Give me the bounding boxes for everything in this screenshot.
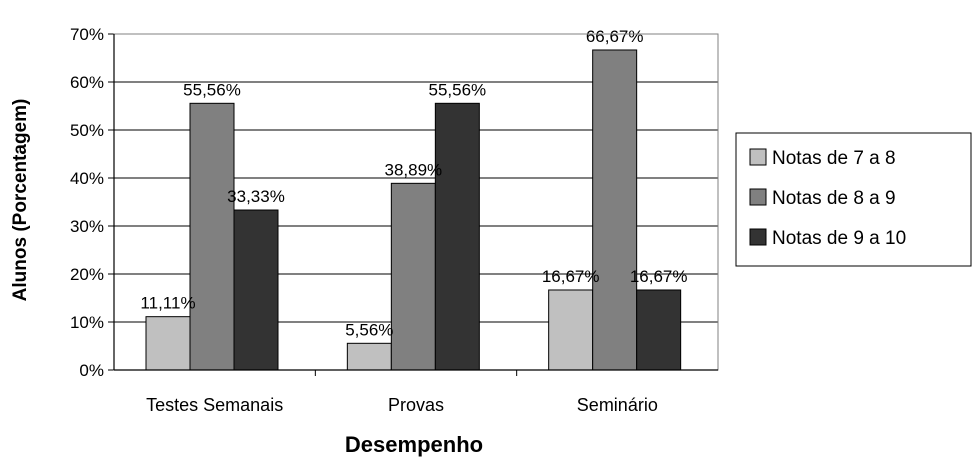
legend-box: [735, 132, 972, 267]
bar: [145, 316, 191, 371]
legend-label: Notas de 7 a 8: [772, 148, 896, 169]
y-tick-label: 40%: [70, 169, 104, 188]
y-tick-label: 0%: [79, 361, 104, 380]
bar: [346, 342, 392, 371]
bar: [548, 289, 594, 371]
bars: [145, 49, 682, 371]
data-label: 11,11%: [140, 294, 195, 313]
bar: [592, 49, 638, 371]
y-axis-title: Alunos (Porcentagem): [10, 99, 31, 302]
x-axis-title: Desempenho: [345, 432, 483, 457]
bar: [233, 209, 279, 371]
bar: [636, 289, 682, 371]
legend-swatch: [749, 228, 767, 246]
bar: [390, 182, 436, 371]
data-label: 33,33%: [227, 187, 285, 206]
legend-label: Notas de 9 a 10: [772, 228, 906, 249]
x-category-label: Seminário: [577, 395, 658, 415]
y-tick-label: 30%: [70, 217, 104, 236]
data-label: 16,67%: [630, 267, 688, 286]
y-tick-label: 60%: [70, 73, 104, 92]
data-labels: 11,11% 55,56% 33,33% 5,56% 38,89% 55,56% 16,67…: [140, 27, 687, 339]
legend: Notas de 7 a 8 Notas de 8 a 9 Notas de 9 a…: [735, 132, 972, 267]
bar: [434, 102, 480, 371]
legend-label: Notas de 8 a 9: [772, 188, 896, 209]
legend-swatch: [749, 148, 767, 166]
y-tick-label: 20%: [70, 265, 104, 284]
y-tick-label: 70%: [70, 25, 104, 44]
y-tick-label: 10%: [70, 313, 104, 332]
bar: [189, 102, 235, 371]
legend-swatch: [749, 188, 767, 206]
data-label: 55,56%: [183, 80, 241, 99]
axes: 0% 10% 20% 30% 40% 50% 60% 70% Testes Semanais Pr…: [70, 25, 719, 415]
data-label: 38,89%: [384, 160, 442, 179]
data-label: 5,56%: [345, 320, 393, 339]
data-label: 55,56%: [428, 80, 486, 99]
data-label: 16,67%: [542, 267, 600, 286]
x-category-label: Provas: [388, 395, 444, 415]
data-label: 66,67%: [586, 27, 644, 46]
x-category-label: Testes Semanais: [146, 395, 283, 415]
y-tick-label: 50%: [70, 121, 104, 140]
